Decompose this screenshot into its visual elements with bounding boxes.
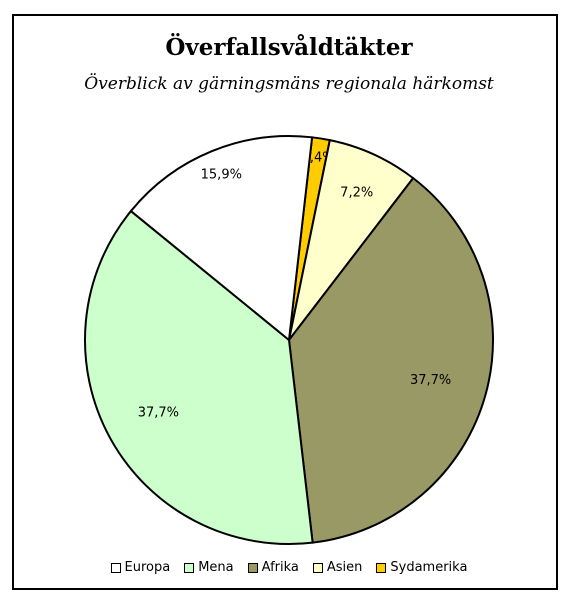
legend-swatch (312, 562, 323, 573)
chart-title: Överfallsvåldtäkter (165, 34, 413, 61)
legend-label: Mena (198, 560, 234, 575)
data-label-asien: 7,2% (340, 186, 373, 201)
legend-item-afrika: Afrika (247, 560, 299, 575)
legend-item-asien: Asien (312, 560, 363, 575)
legend-label: Asien (326, 560, 363, 575)
legend-item-sydamerika: Sydamerika (376, 560, 467, 575)
legend-swatch (110, 562, 121, 573)
legend-swatch (184, 562, 195, 573)
data-label-mena: 37,7% (138, 406, 179, 421)
legend-item-mena: Mena (184, 560, 234, 575)
legend-swatch (376, 562, 387, 573)
pie-slice-mena (84, 210, 314, 546)
data-label-europa: 15,9% (201, 168, 242, 183)
chart-legend: Europa Mena Afrika Asien Sydamerika (0, 560, 578, 575)
legend-item-europa: Europa (110, 560, 171, 575)
data-label-afrika: 37,7% (410, 373, 451, 388)
legend-label: Afrika (261, 560, 299, 575)
chart-subtitle: Överblick av gärningsmäns regionala härk… (84, 74, 494, 94)
legend-label: Sydamerika (390, 560, 468, 575)
pie-slice-europa (129, 135, 314, 341)
legend-label: Europa (124, 560, 171, 575)
pie-slice-afrika (288, 177, 494, 544)
legend-swatch (247, 562, 258, 573)
